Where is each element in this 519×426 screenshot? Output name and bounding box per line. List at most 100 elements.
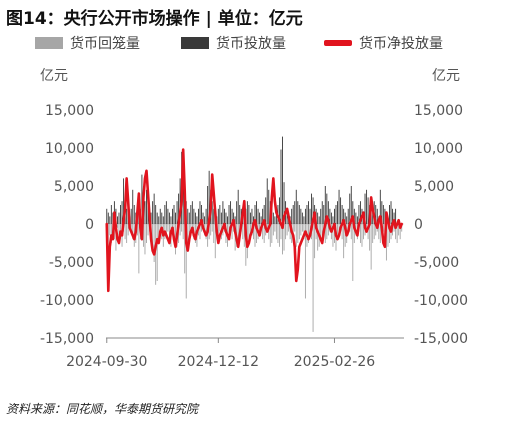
- bar-inject: [376, 208, 378, 224]
- bar-repo: [288, 224, 290, 232]
- bar-inject: [213, 208, 215, 224]
- bar-repo: [312, 224, 314, 332]
- bar-inject: [312, 197, 314, 224]
- bar-repo: [256, 224, 257, 243]
- bar-repo: [130, 224, 132, 232]
- bar-repo: [363, 224, 364, 240]
- bar-repo: [237, 224, 239, 240]
- bar-inject: [308, 201, 309, 224]
- bar-inject: [301, 212, 303, 224]
- bar-inject: [153, 193, 155, 224]
- bar-repo: [308, 224, 309, 243]
- bar-repo: [298, 224, 300, 240]
- bar-repo: [324, 224, 326, 243]
- bar-repo: [395, 224, 397, 240]
- bar-repo: [272, 224, 274, 236]
- bar-repo: [372, 224, 374, 243]
- bar-repo: [165, 224, 167, 236]
- x-axis: 2024-09-30 2024-12-12 2025-02-26: [66, 337, 404, 370]
- bar-repo: [321, 224, 323, 236]
- legend-swatch-net: [324, 40, 352, 46]
- bar-inject: [359, 201, 361, 224]
- bar-repo: [254, 224, 256, 247]
- bar-inject: [165, 201, 167, 224]
- bar-inject: [205, 208, 207, 224]
- bar-inject: [219, 205, 221, 224]
- bar-repo: [344, 224, 346, 247]
- bar-repo: [201, 224, 202, 232]
- legend-swatch-inject: [181, 37, 209, 49]
- bar-inject: [349, 193, 351, 224]
- bar-inject: [158, 216, 160, 224]
- bar-repo: [326, 224, 328, 240]
- bar-repo: [353, 224, 355, 243]
- bar-inject: [110, 205, 112, 224]
- bar-inject: [191, 201, 193, 224]
- bar-inject: [263, 205, 265, 224]
- y-tick-label-right: 15,000: [414, 103, 463, 119]
- legend-label-net: 货币净投放量: [359, 35, 443, 52]
- line-series: [105, 148, 404, 293]
- legend: 货币回笼量 货币投放量 货币净投放量: [35, 35, 443, 52]
- y-tick-label-left: -5,000: [49, 255, 94, 271]
- bar-inject: [178, 193, 180, 224]
- bar-inject: [352, 201, 354, 224]
- legend-label-inject: 货币投放量: [216, 35, 286, 52]
- bar-repo: [109, 224, 111, 236]
- bar-inject: [381, 201, 383, 224]
- bar-inject: [162, 216, 164, 224]
- bar-inject: [196, 216, 198, 224]
- bar-inject: [275, 208, 277, 224]
- bar-repo: [379, 224, 381, 243]
- bar-repo: [156, 224, 158, 281]
- bar-repo: [207, 224, 209, 247]
- bar-inject: [233, 212, 235, 224]
- bar-inject: [292, 205, 294, 224]
- bar-repo: [253, 224, 254, 240]
- legend-swatch-repo: [35, 37, 63, 49]
- bar-inject: [389, 205, 390, 224]
- bar-inject: [326, 193, 328, 224]
- bar-repo: [263, 224, 265, 243]
- bar-inject: [161, 212, 163, 224]
- bar-repo: [271, 224, 273, 243]
- bar-inject: [167, 208, 169, 224]
- bar-inject: [320, 208, 322, 224]
- bar-inject: [266, 178, 268, 224]
- bar-repo: [219, 224, 221, 232]
- bar-inject: [146, 189, 147, 224]
- bar-inject: [297, 201, 299, 224]
- chart-title: 图14：央行公开市场操作 | 单位：亿元: [6, 9, 303, 29]
- bar-repo: [303, 224, 305, 240]
- bar-repo: [142, 224, 144, 247]
- bar-repo: [280, 224, 282, 240]
- bar-inject: [107, 212, 109, 224]
- bar-repo: [262, 224, 264, 240]
- x-tick-label: 2024-09-30: [66, 354, 147, 370]
- bar-inject: [150, 212, 152, 224]
- bar-inject: [393, 212, 395, 224]
- bar-inject: [337, 201, 338, 224]
- bar-repo: [274, 224, 276, 232]
- bar-inject: [286, 208, 288, 224]
- bar-inject: [211, 201, 213, 224]
- bar-inject: [318, 216, 320, 224]
- bar-inject: [311, 193, 313, 224]
- bar-inject: [341, 205, 343, 224]
- net-injection-line: [105, 148, 404, 293]
- bar-inject: [188, 212, 190, 224]
- bar-repo: [217, 224, 219, 236]
- bar-inject: [222, 201, 224, 224]
- bar-inject: [298, 205, 300, 224]
- bar-inject: [355, 212, 357, 224]
- y-tick-label-right: 0: [414, 217, 423, 233]
- bar-repo: [146, 224, 147, 243]
- bar-inject: [395, 208, 397, 224]
- bar-inject: [272, 212, 274, 224]
- bar-inject: [164, 205, 166, 224]
- bar-repo: [337, 224, 338, 240]
- bar-repo: [242, 224, 244, 240]
- bar-inject: [280, 149, 282, 224]
- bar-inject: [367, 197, 369, 224]
- y-tick-label-right: 10,000: [414, 141, 463, 157]
